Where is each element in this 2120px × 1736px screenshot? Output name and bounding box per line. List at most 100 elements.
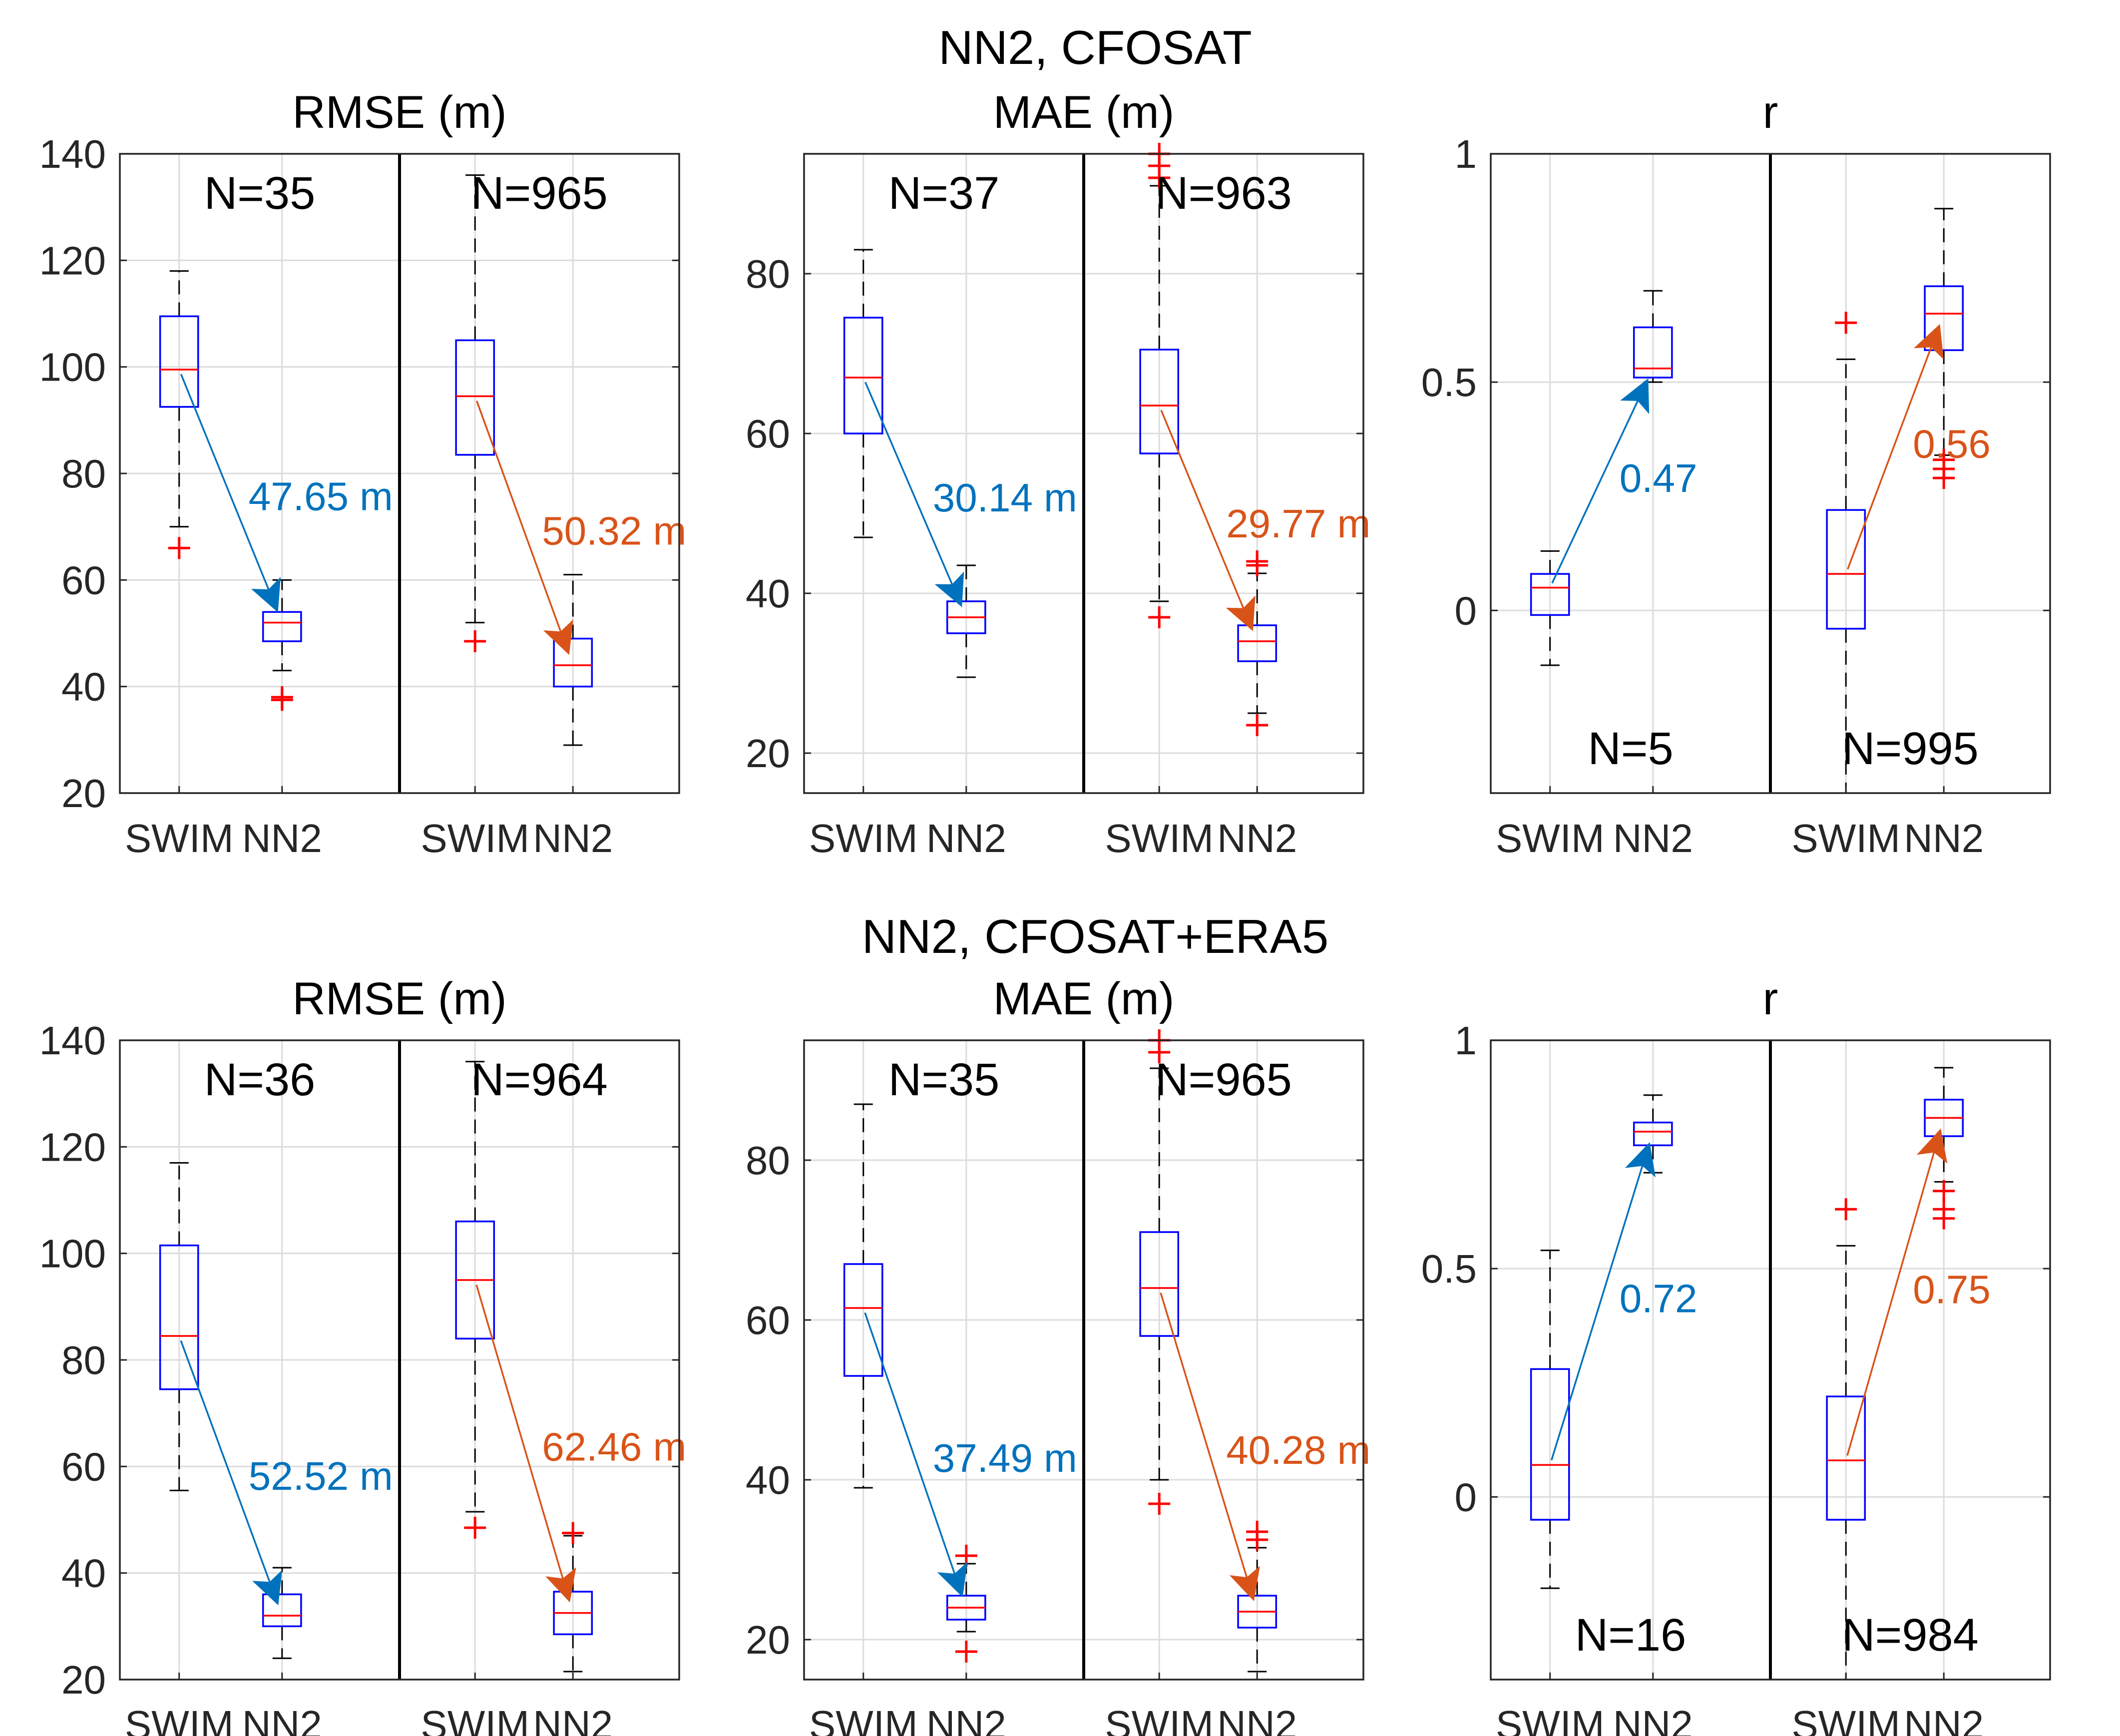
change-arrow	[864, 382, 964, 607]
box-swim-g1	[159, 270, 199, 559]
box-swim-g2	[455, 1061, 495, 1539]
y-tick-label: 40	[61, 1551, 106, 1596]
change-label: 0.47	[1620, 456, 1697, 500]
box-swim-g1	[1530, 550, 1570, 666]
x-tick-label: NN2	[242, 816, 322, 861]
change-arrow	[475, 1285, 576, 1603]
box-iqr	[1237, 624, 1277, 662]
x-tick-label: SWIM	[809, 1703, 918, 1736]
panel-title: MAE (m)	[993, 973, 1175, 1024]
x-tick-label: SWIM	[1105, 816, 1214, 861]
box-swim-g1	[843, 249, 883, 538]
box-iqr	[455, 339, 495, 456]
y-tick-label: 40	[746, 571, 790, 616]
box-nn2-g2	[1924, 208, 1964, 489]
n-label: N=965	[1155, 1054, 1292, 1105]
box-iqr	[1139, 1231, 1180, 1337]
change-label: 47.65 m	[249, 474, 393, 518]
change-arrow	[1160, 1293, 1260, 1601]
y-tick-label: 60	[746, 1298, 790, 1342]
y-tick-label: 20	[61, 1658, 106, 1702]
y-tick-label: 60	[746, 412, 790, 456]
x-tick-label: NN2	[1217, 1703, 1297, 1736]
x-tick-label: SWIM	[125, 816, 234, 861]
change-label: 0.72	[1620, 1277, 1697, 1321]
box-iqr	[843, 317, 883, 434]
n-label: N=35	[888, 1054, 1000, 1105]
change-arrow	[1550, 1142, 1656, 1461]
box-nn2-g2	[1237, 550, 1277, 736]
x-tick-label: NN2	[242, 1703, 322, 1736]
x-tick-label: NN2	[533, 1703, 613, 1736]
n-label: N=37	[888, 168, 1000, 219]
y-tick-label: 0.5	[1421, 1247, 1477, 1291]
y-tick-label: 80	[746, 1138, 790, 1183]
panel-title: RMSE (m)	[292, 87, 506, 138]
outlier-marker	[1148, 1493, 1171, 1515]
change-label: 0.56	[1913, 422, 1991, 466]
change-arrow	[475, 401, 573, 655]
box-iqr	[262, 611, 302, 642]
y-tick-label: 1	[1455, 1018, 1477, 1063]
x-tick-label: NN2	[1904, 816, 1984, 861]
n-label: N=963	[1155, 168, 1292, 219]
x-tick-label: NN2	[926, 1703, 1006, 1736]
n-label: N=35	[204, 168, 316, 219]
y-tick-label: 20	[746, 1618, 790, 1662]
x-tick-label: SWIM	[1496, 816, 1605, 861]
outlier-marker	[1246, 714, 1269, 736]
box-iqr	[1530, 1368, 1570, 1521]
x-tick-label: SWIM	[809, 816, 918, 861]
outlier-marker	[1933, 1180, 1955, 1202]
y-tick-label: 20	[746, 731, 790, 776]
panel-title: r	[1763, 973, 1778, 1024]
outlier-marker	[1835, 1198, 1857, 1221]
box-nn2-g2	[1924, 1067, 1964, 1230]
change-arrow	[864, 1312, 968, 1598]
outlier-marker	[1835, 312, 1857, 334]
outlier-marker	[464, 1517, 486, 1539]
box-nn2-g1	[946, 564, 986, 678]
box-iqr	[1530, 573, 1570, 616]
panel-title: MAE (m)	[993, 87, 1175, 138]
n-label: N=984	[1842, 1610, 1979, 1661]
x-tick-label: NN2	[533, 816, 613, 861]
outlier-marker	[955, 1641, 977, 1663]
x-tick-label: SWIM	[421, 816, 529, 861]
box-swim-g2	[1139, 1029, 1180, 1515]
x-tick-label: SWIM	[1791, 1703, 1900, 1736]
box-iqr	[843, 1263, 883, 1377]
y-tick-label: 20	[61, 771, 106, 816]
axes-frame	[803, 1039, 1364, 1681]
x-tick-label: SWIM	[125, 1703, 234, 1736]
box-iqr	[1826, 1395, 1866, 1521]
box-swim-g1	[843, 1103, 883, 1489]
change-arrow	[180, 1340, 283, 1606]
n-label: N=964	[471, 1054, 608, 1105]
change-label: 0.75	[1913, 1267, 1991, 1311]
box-swim-g1	[1530, 1250, 1570, 1589]
n-label: N=16	[1575, 1610, 1687, 1661]
y-tick-label: 0	[1455, 1475, 1477, 1519]
box-iqr	[1633, 326, 1673, 379]
axes-frame	[119, 153, 680, 794]
box-swim-g2	[455, 174, 495, 652]
y-tick-label: 60	[61, 1444, 106, 1489]
change-label: 40.28 m	[1226, 1428, 1370, 1472]
outlier-marker	[1933, 448, 1955, 471]
y-tick-label: 80	[746, 252, 790, 296]
box-iqr	[159, 315, 199, 408]
y-tick-label: 100	[39, 1232, 106, 1276]
outlier-marker	[271, 689, 293, 711]
x-tick-label: SWIM	[421, 1703, 529, 1736]
box-nn2-g1	[1633, 290, 1673, 383]
axes-frame	[803, 153, 1364, 794]
axes-frame	[119, 1039, 680, 1681]
y-tick-label: 0	[1455, 588, 1477, 633]
